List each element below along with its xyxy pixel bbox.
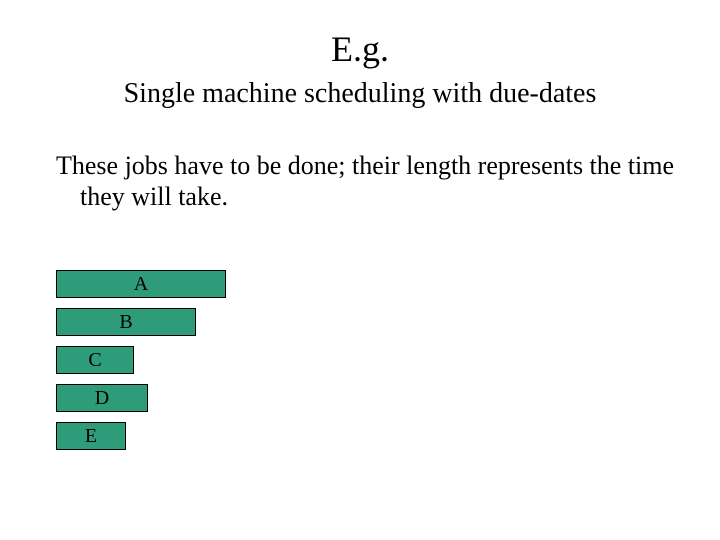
slide: E.g. Single machine scheduling with due-…	[0, 0, 720, 540]
job-bar-label: A	[134, 273, 148, 296]
job-bar-label: E	[85, 425, 97, 448]
job-bar-b: B	[56, 308, 196, 336]
slide-subtitle: Single machine scheduling with due-dates	[0, 78, 720, 110]
job-bar-a: A	[56, 270, 226, 298]
job-bars-container: ABCDE	[56, 270, 226, 460]
job-bar-label: C	[88, 349, 101, 372]
slide-title: E.g.	[0, 28, 720, 70]
job-bar-label: D	[95, 387, 109, 410]
slide-body-text: These jobs have to be done; their length…	[56, 150, 688, 212]
job-bar-c: C	[56, 346, 134, 374]
job-bar-label: B	[119, 311, 132, 334]
job-bar-d: D	[56, 384, 148, 412]
job-bar-e: E	[56, 422, 126, 450]
